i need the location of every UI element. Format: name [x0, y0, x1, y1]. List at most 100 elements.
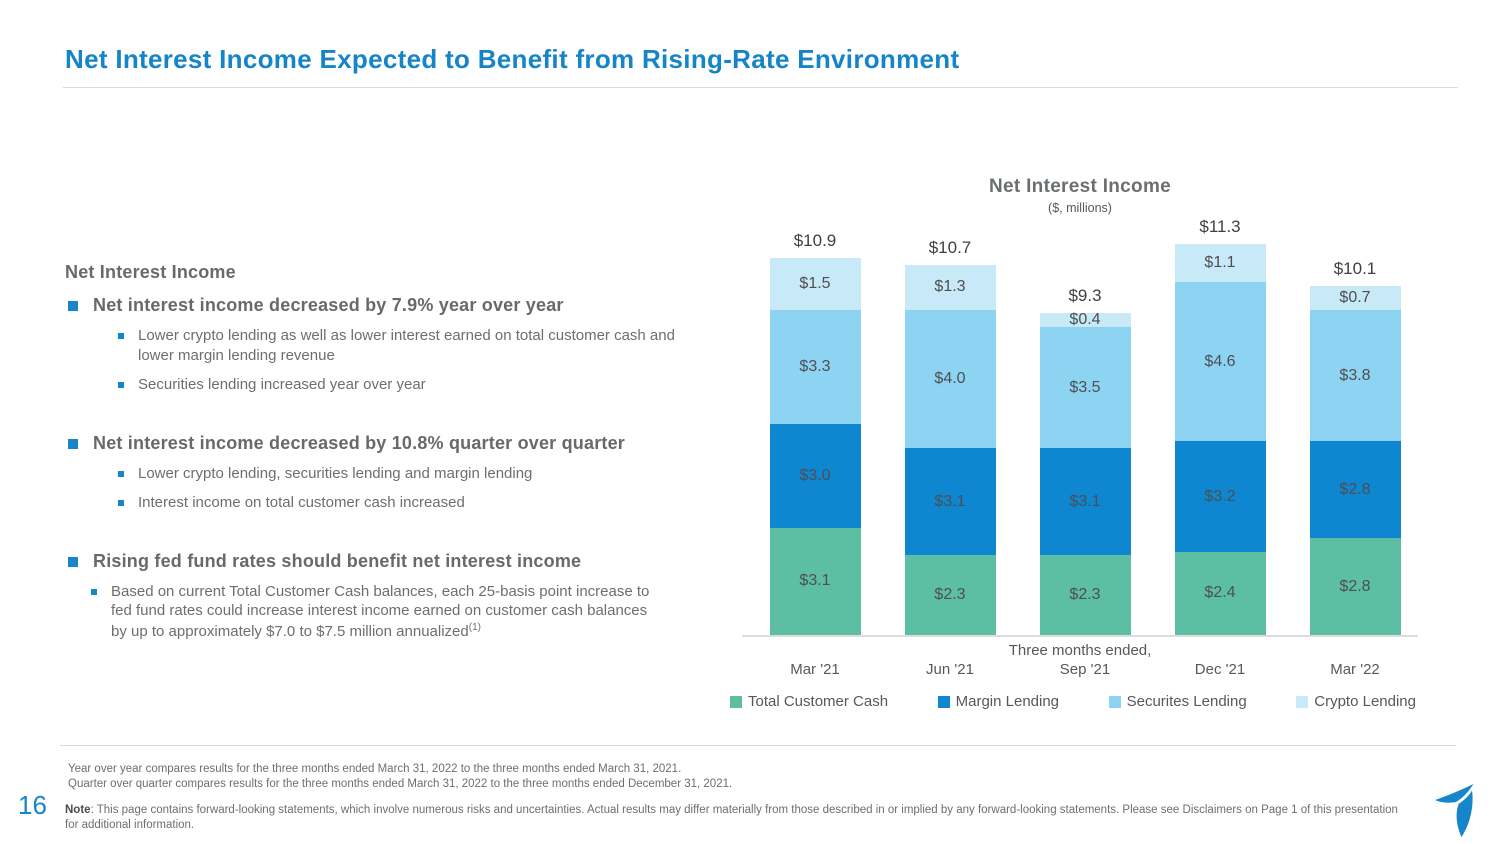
x-tick-label: Mar '21: [790, 661, 840, 678]
bar-segment-margin-lending: $3.0: [769, 423, 861, 528]
segment-value-label: $1.5: [799, 274, 831, 292]
sub-bullet-list: Based on current Total Customer Cash bal…: [65, 582, 720, 642]
x-axis-line: [742, 635, 1418, 637]
bullet-square-icon: [91, 588, 97, 595]
bar-segment-crypto-lending: $1.3: [904, 264, 996, 310]
bullet-text: Net interest income decreased by 10.8% q…: [93, 432, 626, 453]
disclaimer-note: Note: This page contains forward-looking…: [65, 803, 1410, 833]
bar-segment-margin-lending: $3.2: [1174, 441, 1266, 552]
bar-segment-total-customer-cash: $3.1: [769, 527, 861, 635]
segment-value-label: $2.8: [1339, 480, 1371, 498]
bar-total-label: $11.3: [1199, 217, 1241, 237]
legend-label: Total Customer Cash: [748, 693, 889, 710]
section-heading: Net Interest Income: [65, 262, 236, 282]
bar-segment-total-customer-cash: $2.4: [1174, 551, 1266, 635]
stacked-bar-mar-21: $1.5 $3.3 $3.0 $3.1: [769, 257, 861, 635]
segment-value-label: $0.4: [1069, 311, 1101, 329]
legend-swatch-icon: [730, 695, 742, 708]
chart-subtitle: ($, millions): [1048, 201, 1112, 215]
bullet-square-icon: [118, 470, 124, 477]
segment-value-label: $3.8: [1339, 366, 1371, 384]
bar-segment-margin-lending: $3.1: [904, 448, 996, 556]
bar-total-label: $9.3: [1068, 286, 1102, 306]
legend-label: Crypto Lending: [1314, 693, 1416, 710]
legend-swatch-icon: [1296, 695, 1309, 708]
title-divider: [63, 87, 1458, 88]
bar-segment-securites-lending: $3.8: [1309, 309, 1401, 442]
segment-value-label: $3.1: [1069, 492, 1101, 510]
bullet-text: Rising fed fund rates should benefit net…: [93, 550, 582, 571]
footnote-line: Quarter over quarter compares results fo…: [68, 778, 733, 790]
page-title: Net Interest Income Expected to Benefit …: [65, 44, 960, 74]
sub-bullet: Lower crypto lending, securities lending…: [65, 464, 720, 484]
bar-column-mar-22: $10.1 $0.7 $3.8 $2.8 $2.8: [1309, 258, 1401, 635]
tradestation-t-icon: [1435, 784, 1474, 837]
sub-bullet-list: Lower crypto lending, securities lending…: [65, 464, 720, 513]
bar-segment-margin-lending: $2.8: [1309, 441, 1401, 539]
bullet-text: Net interest income decreased by 7.9% ye…: [93, 295, 564, 315]
bullet-square-icon: [68, 556, 78, 567]
note-label: Note: [65, 804, 91, 816]
segment-value-label: $2.4: [1204, 584, 1236, 602]
segment-value-label: $2.3: [934, 586, 966, 604]
x-axis-tick-labels: Mar '21 Jun '21 Sep '21 Dec '21 Mar '22: [742, 661, 1418, 678]
bar-segment-securites-lending: $3.3: [769, 309, 861, 424]
footer-divider: [60, 745, 1456, 746]
bar-total-label: $10.1: [1333, 258, 1377, 278]
bar-segment-securites-lending: $4.0: [904, 309, 996, 449]
segment-value-label: $3.3: [799, 357, 831, 375]
legend-swatch-icon: [1108, 695, 1121, 708]
sub-bullet-text: Lower crypto lending, securities lending…: [138, 464, 533, 482]
bar-segment-total-customer-cash: $2.3: [1039, 555, 1131, 635]
segment-value-label: $2.8: [1339, 577, 1371, 595]
segment-value-label: $3.0: [799, 466, 831, 484]
bar-segment-securites-lending: $4.6: [1174, 282, 1266, 442]
sub-bullet-text: Lower crypto lending as well as lower in…: [138, 327, 675, 364]
segment-value-label: $4.0: [934, 369, 966, 387]
segment-value-label: $2.3: [1069, 586, 1101, 604]
note-text: : This page contains forward-looking sta…: [65, 804, 1398, 831]
bar-segment-securites-lending: $3.5: [1039, 327, 1131, 449]
legend-label: Margin Lending: [955, 693, 1060, 710]
bullet-item: Net interest income decreased by 7.9% ye…: [65, 295, 720, 316]
bullet-square-icon: [68, 438, 78, 449]
bar-segment-total-customer-cash: $2.8: [1309, 538, 1401, 635]
bullet-square-icon: [68, 301, 78, 311]
x-axis-title: Three months ended,: [1008, 642, 1152, 659]
segment-value-label: $4.6: [1204, 352, 1236, 370]
x-tick-label: Sep '21: [1059, 661, 1111, 678]
bullet-item: Net interest income decreased by 10.8% q…: [65, 433, 720, 454]
sub-bullet-list: Lower crypto lending as well as lower in…: [65, 326, 720, 395]
bar-segment-crypto-lending: $0.4: [1039, 311, 1131, 329]
bullet-square-icon: [118, 500, 124, 506]
bullet-item: Rising fed fund rates should benefit net…: [65, 551, 720, 572]
bar-segment-crypto-lending: $0.7: [1309, 285, 1401, 310]
x-tick-label: Dec '21: [1194, 661, 1246, 678]
bar-segment-crypto-lending: $1.1: [1174, 244, 1266, 283]
footnote-line: Year over year compares results for the …: [68, 763, 682, 775]
chart-plot: $10.9 $1.5 $3.3 $3.0 $3.1 $10.7 $1.3 $4.0 $3.1 $2…: [742, 215, 1418, 635]
commentary-panel: Net Interest Income Net interest income …: [65, 262, 720, 641]
bar-total-label: $10.7: [928, 237, 972, 257]
bullet-group-fed-rates: Rising fed fund rates should benefit net…: [65, 551, 720, 642]
bullet-square-icon: [118, 333, 124, 339]
bullet-group-yoy: Net interest income decreased by 7.9% ye…: [65, 295, 720, 395]
sub-bullet-text: Securities lending increased year over y…: [138, 376, 426, 393]
segment-value-label: $0.7: [1339, 288, 1371, 306]
bar-total-label: $10.9: [793, 230, 837, 250]
stacked-bar-mar-22: $0.7 $3.8 $2.8 $2.8: [1309, 285, 1401, 635]
sub-bullet: Based on current Total Customer Cash bal…: [65, 582, 720, 642]
chart-title: Net Interest Income: [988, 176, 1172, 197]
footnote-reference: (1): [468, 621, 481, 633]
segment-value-label: $3.1: [799, 572, 831, 590]
sub-bullet: Lower crypto lending as well as lower in…: [65, 326, 720, 365]
legend-item-margin-lending: Margin Lending: [937, 693, 1060, 710]
page-number: 16: [18, 790, 47, 820]
segment-value-label: $3.1: [934, 492, 966, 510]
bar-segment-crypto-lending: $1.5: [769, 257, 861, 310]
legend-swatch-icon: [937, 695, 950, 708]
legend-label: Securites Lending: [1126, 693, 1247, 710]
net-interest-income-chart: Net Interest Income ($, millions) $10.9 $…: [730, 176, 1418, 710]
segment-value-label: $1.3: [934, 278, 966, 296]
segment-value-label: $3.5: [1069, 378, 1101, 396]
